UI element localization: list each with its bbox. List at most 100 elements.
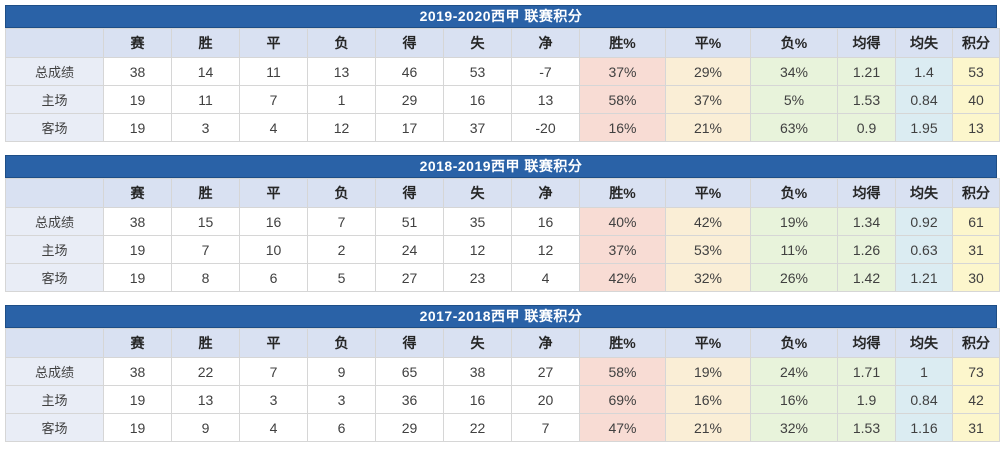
column-header-loss-pct: 负% [750,178,838,208]
matches-cell: 19 [103,85,172,114]
points-cell: 30 [952,263,1000,292]
goals-for-cell: 29 [375,85,444,114]
column-header-wins: 胜 [171,178,240,208]
loss-pct-cell: 5% [750,85,838,114]
column-header-avg-goals-against: 均失 [895,178,953,208]
avg-goals-against-cell: 1 [895,357,953,386]
column-header-points: 积分 [952,328,1000,358]
goals-for-cell: 46 [375,57,444,86]
matches-cell: 38 [103,207,172,236]
goals-against-cell: 23 [443,263,512,292]
goals-for-cell: 27 [375,263,444,292]
avg-goals-against-cell: 1.95 [895,113,953,142]
column-header-draw-pct: 平% [665,328,751,358]
goal-diff-cell: 16 [511,207,580,236]
avg-goals-against-cell: 0.63 [895,235,953,264]
column-header-win-pct: 胜% [579,328,666,358]
goal-diff-cell: -7 [511,57,580,86]
season-table-2017-2018: 2017-2018西甲 联赛积分赛胜平负得失净胜% 平% 负% 均得 均失 积分 总成绩 38… [5,305,1000,442]
column-header-points: 积分 [952,28,1000,58]
goals-for-cell: 36 [375,385,444,414]
losses-cell: 12 [307,113,376,142]
avg-goals-for-cell: 1.53 [837,413,896,442]
table-row: 主场 19 11 7 1 29 16 13 58% 37% 5% 1.53 0.84 40 [5,85,1000,114]
wins-cell: 13 [171,385,240,414]
draw-pct-cell: 16% [665,385,751,414]
avg-goals-for-cell: 1.21 [837,57,896,86]
goal-diff-cell: 20 [511,385,580,414]
goal-diff-cell: 13 [511,85,580,114]
points-cell: 53 [952,57,1000,86]
goals-against-cell: 16 [443,385,512,414]
column-header-goals-against: 失 [443,28,512,58]
avg-goals-against-cell: 0.84 [895,385,953,414]
column-header-avg-goals-for: 均得 [837,28,896,58]
column-header-win-pct: 胜% [579,178,666,208]
row-label-cell: 总成绩 [5,207,104,236]
column-header-draw-pct: 平% [665,178,751,208]
losses-cell: 7 [307,207,376,236]
points-cell: 13 [952,113,1000,142]
row-label-header [5,178,104,208]
matches-cell: 19 [103,113,172,142]
draw-pct-cell: 19% [665,357,751,386]
column-header-losses: 负 [307,178,376,208]
draws-cell: 11 [239,57,308,86]
loss-pct-cell: 34% [750,57,838,86]
column-header-loss-pct: 负% [750,328,838,358]
row-label-cell: 主场 [5,85,104,114]
draw-pct-cell: 53% [665,235,751,264]
goals-for-cell: 29 [375,413,444,442]
goals-for-cell: 24 [375,235,444,264]
stats-table-header: 赛胜平负得失净胜% 平% 负% 均得 均失 积分 [5,178,1000,208]
row-label-cell: 客场 [5,263,104,292]
table-title: 2017-2018西甲 联赛积分 [419,308,583,324]
wins-cell: 7 [171,235,240,264]
draw-pct-cell: 32% [665,263,751,292]
season-table-2018-2019: 2018-2019西甲 联赛积分赛胜平负得失净胜% 平% 负% 均得 均失 积分 总成绩 38… [5,155,1000,292]
avg-goals-for-cell: 1.26 [837,235,896,264]
table-title-bar: 2017-2018西甲 联赛积分 [5,305,997,328]
win-pct-cell: 42% [579,263,666,292]
column-header-goal-diff: 净 [511,28,580,58]
goals-for-cell: 51 [375,207,444,236]
table-title-bar: 2019-2020西甲 联赛积分 [5,5,997,28]
column-header-draws: 平 [239,28,308,58]
avg-goals-for-cell: 0.9 [837,113,896,142]
table-title-bar: 2018-2019西甲 联赛积分 [5,155,997,178]
row-label-cell: 总成绩 [5,357,104,386]
column-header-goals-for: 得 [375,328,444,358]
row-label-cell: 主场 [5,385,104,414]
win-pct-cell: 47% [579,413,666,442]
stats-table: 赛胜平负得失净胜% 平% 负% 均得 均失 积分 总成绩 38 22 7 9 65 38 27 58% 19%… [5,328,1000,442]
column-header-matches: 赛 [103,28,172,58]
avg-goals-against-cell: 0.84 [895,85,953,114]
avg-goals-against-cell: 1.21 [895,263,953,292]
win-pct-cell: 40% [579,207,666,236]
table-row: 总成绩 38 15 16 7 51 35 16 40% 42% 19% 1.34 0.92 61 [5,207,1000,236]
table-row: 总成绩 38 14 11 13 46 53 -7 37% 29% 34% 1.21 1.4 53 [5,57,1000,86]
win-pct-cell: 37% [579,235,666,264]
column-header-losses: 负 [307,328,376,358]
goal-diff-cell: 4 [511,263,580,292]
win-pct-cell: 58% [579,85,666,114]
goals-against-cell: 22 [443,413,512,442]
table-row: 客场 19 9 4 6 29 22 7 47% 21% 32% 1.53 1.16 31 [5,413,1000,442]
draws-cell: 4 [239,113,308,142]
stats-table: 赛胜平负得失净胜% 平% 负% 均得 均失 积分 总成绩 38 15 16 7 51 35 16 40% 42… [5,178,1000,292]
loss-pct-cell: 11% [750,235,838,264]
goal-diff-cell: 27 [511,357,580,386]
win-pct-cell: 58% [579,357,666,386]
table-row: 客场 19 3 4 12 17 37 -20 16% 21% 63% 0.9 1.95 13 [5,113,1000,142]
table-title: 2018-2019西甲 联赛积分 [419,158,583,174]
row-label-cell: 客场 [5,413,104,442]
column-header-loss-pct: 负% [750,28,838,58]
matches-cell: 19 [103,235,172,264]
goal-diff-cell: 12 [511,235,580,264]
losses-cell: 3 [307,385,376,414]
draw-pct-cell: 21% [665,113,751,142]
column-header-goals-for: 得 [375,178,444,208]
avg-goals-for-cell: 1.34 [837,207,896,236]
draws-cell: 3 [239,385,308,414]
table-row: 总成绩 38 22 7 9 65 38 27 58% 19% 24% 1.71 1 73 [5,357,1000,386]
